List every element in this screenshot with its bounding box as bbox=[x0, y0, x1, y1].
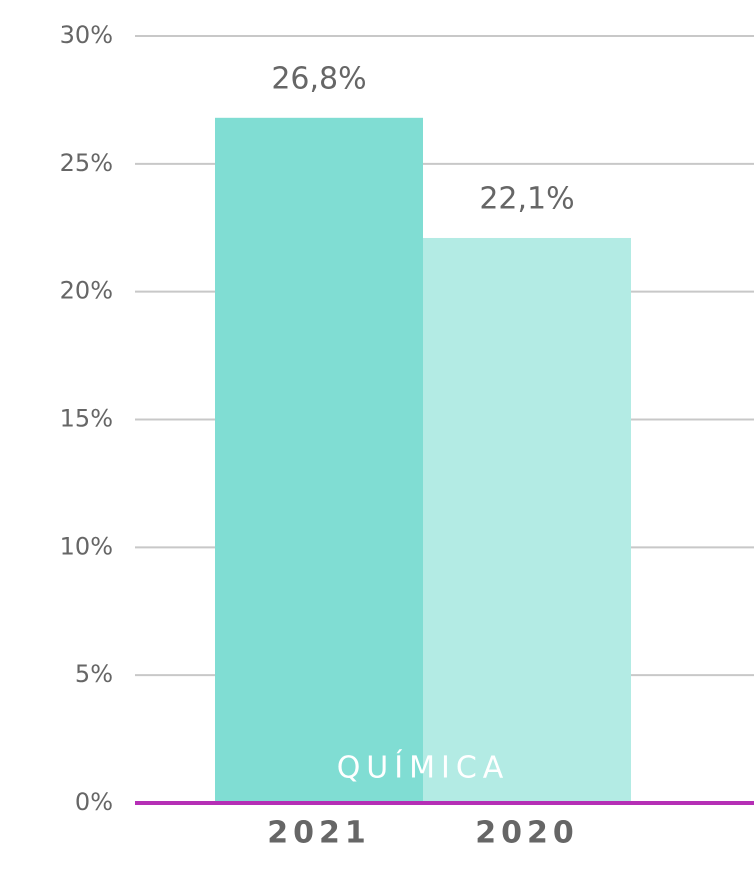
series-label: 2020 bbox=[475, 816, 579, 851]
y-tick-label: 20% bbox=[60, 277, 113, 305]
y-tick-label: 5% bbox=[75, 660, 113, 688]
y-tick-label: 0% bbox=[75, 788, 113, 816]
y-tick-label: 10% bbox=[60, 532, 113, 560]
bar bbox=[423, 237, 631, 803]
series-label: 2021 bbox=[267, 816, 371, 851]
bar bbox=[215, 117, 423, 803]
value-label: 22,1% bbox=[479, 181, 574, 216]
y-tick-label: 15% bbox=[60, 405, 113, 433]
value-label: 26,8% bbox=[271, 61, 366, 96]
y-tick-label: 30% bbox=[60, 21, 113, 49]
category-label: QUÍMICA bbox=[337, 750, 510, 786]
y-tick-label: 25% bbox=[60, 149, 113, 177]
